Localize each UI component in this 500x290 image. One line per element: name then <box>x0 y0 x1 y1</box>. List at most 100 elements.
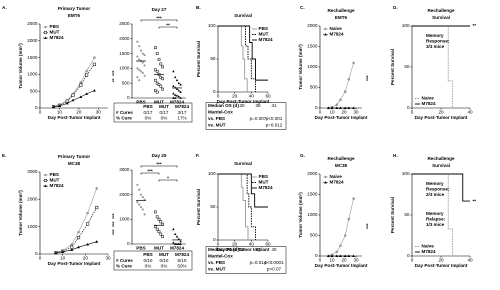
significance-label: * <box>167 176 169 181</box>
marker <box>138 188 141 191</box>
significance-bracket <box>140 19 178 22</box>
y-tick-label: 50 <box>404 212 410 217</box>
marker <box>155 215 159 219</box>
panel-label: G. <box>300 153 305 158</box>
x-tick-label: M7824 <box>170 246 184 251</box>
marker <box>136 55 139 58</box>
y-tick-label: 0 <box>213 237 216 242</box>
y-tick-label: 0 <box>127 95 130 100</box>
marker <box>92 88 96 92</box>
y-tick-label: 2000 <box>119 192 130 197</box>
y-tick-label: 100 <box>208 23 216 28</box>
marker <box>57 104 61 108</box>
y-tick-label: 0 <box>315 105 318 110</box>
y-tick-label: 2000 <box>307 171 318 176</box>
note-text: 2/3 mice <box>426 192 445 197</box>
table-cell: 40 <box>271 247 277 252</box>
legend-label: M7824 <box>259 37 273 42</box>
marker <box>136 67 139 70</box>
marker <box>71 93 75 97</box>
table-cell: 36 <box>255 103 261 108</box>
table-border <box>205 246 287 274</box>
table-border <box>113 102 193 123</box>
chart-title: Day 27 <box>152 7 167 12</box>
y-tick-label: 1500 <box>27 55 38 60</box>
x-tick-label: PBS <box>136 246 145 251</box>
marker <box>157 230 161 234</box>
table-cell: % Cure <box>116 264 132 269</box>
marker <box>155 52 159 55</box>
x-tick-label: 0 <box>217 242 220 247</box>
x-tick-label: 30 <box>105 256 111 261</box>
legend-marker <box>324 33 327 36</box>
table-cell: 3/17 <box>178 110 187 115</box>
legend-marker <box>44 173 47 177</box>
x-tick-label: 0 <box>39 110 42 115</box>
marker <box>154 78 157 82</box>
y-axis-label: Percent Survival <box>390 49 395 85</box>
marker <box>143 64 146 67</box>
x-tick-label: 20 <box>438 110 444 115</box>
x-tick-label: 40 <box>249 94 255 99</box>
legend-label: PBS <box>259 174 268 179</box>
y-tick-label: 50 <box>404 64 410 69</box>
marker <box>136 40 139 43</box>
x-tick-label: 30 <box>353 110 359 115</box>
marker <box>335 254 339 258</box>
chart-title: Rechallenge <box>327 8 355 13</box>
y-tick-label: 2500 <box>27 21 38 26</box>
marker <box>155 81 159 85</box>
marker <box>77 245 80 249</box>
x-tick-label: 10 <box>60 256 66 261</box>
marker <box>154 210 157 214</box>
table-cell: 0/10 <box>160 258 169 263</box>
panel-label: H. <box>393 153 398 158</box>
marker <box>70 245 74 249</box>
y-tick-label: 3000 <box>27 169 38 174</box>
x-tick-label: MUT <box>154 100 164 105</box>
marker <box>141 196 144 199</box>
marker <box>179 83 182 86</box>
table-cell: Mantel-Cox <box>208 110 233 115</box>
marker <box>339 98 342 102</box>
panel-label: A. <box>2 5 7 10</box>
y-tick-label: 500 <box>310 233 318 238</box>
note-text: Response: <box>426 187 450 192</box>
x-axis-label: Day Post-Tumor Implant <box>48 115 101 120</box>
marker <box>179 240 182 243</box>
marker <box>138 203 141 206</box>
marker <box>159 62 163 66</box>
significance-bracket <box>158 179 178 182</box>
table-cell: vs. MUT <box>208 123 226 128</box>
table-cell: # Cures <box>116 110 133 115</box>
table-cell: 0% <box>161 116 168 121</box>
y-tick-label: 1500 <box>119 51 130 56</box>
series-line <box>328 62 354 109</box>
series-line <box>412 173 470 202</box>
y-tick-label: 100 <box>402 23 410 28</box>
note-text: Response: <box>426 39 450 44</box>
panel-label: C. <box>300 5 305 10</box>
marker <box>61 250 65 253</box>
x-tick-label: 40 <box>249 242 255 247</box>
marker <box>155 90 159 94</box>
marker <box>347 106 351 110</box>
table-cell: 50% <box>177 264 186 269</box>
marker <box>352 61 355 65</box>
marker <box>139 49 143 52</box>
legend-label: Naive <box>330 26 343 31</box>
marker <box>161 77 164 81</box>
marker <box>175 94 179 97</box>
marker <box>157 217 161 221</box>
marker <box>79 81 83 84</box>
marker <box>177 237 181 240</box>
marker <box>335 250 339 254</box>
marker <box>138 68 141 71</box>
marker <box>159 232 163 236</box>
table-cell: vs. PBS <box>208 260 225 265</box>
table-cell: 33 <box>239 247 245 252</box>
y-tick-label: 2000 <box>27 38 38 43</box>
chart-subtitle: MC38 <box>68 161 81 166</box>
legend-label: M7824 <box>422 249 436 254</box>
